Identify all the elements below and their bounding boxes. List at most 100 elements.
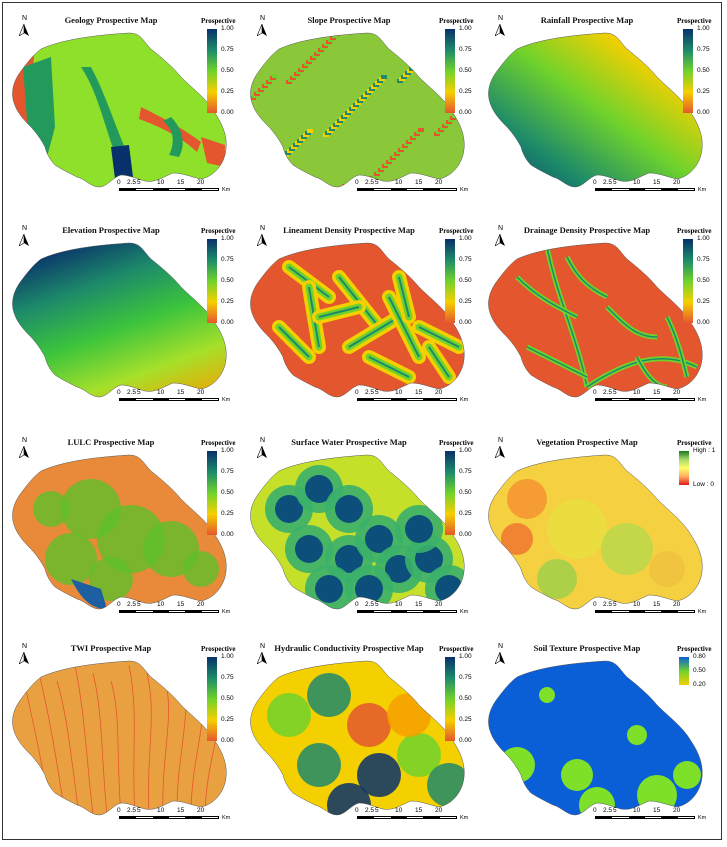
scale-label: 2.5 [365, 601, 375, 608]
scale-bar: 0 2.5 5 10 15 20 Km [593, 601, 715, 621]
scale-bar: 0 2.5 5 10 15 20 Km [117, 807, 239, 827]
scale-label: 0 [593, 389, 597, 396]
scale-ruler [357, 398, 457, 401]
north-label: N [260, 643, 266, 650]
scale-label: 5 [375, 807, 379, 814]
legend-tick-label: 0.75 [221, 46, 234, 53]
scale-label: 5 [613, 389, 617, 396]
scale-label: 0 [593, 807, 597, 814]
legend-tick-label: 0.50 [459, 67, 472, 74]
prospective-map [487, 449, 703, 616]
scale-bar: 0 2.5 5 10 15 20 Km [593, 389, 715, 409]
legend-title: Prospective [201, 17, 236, 25]
scale-unit: Km [222, 397, 231, 403]
legend-tick-label: 0.75 [459, 674, 472, 681]
legend: Prospective 0.80 0.50 0.20 [677, 645, 721, 749]
scale-label: 2.5 [365, 389, 375, 396]
legend-tick-label: 0.50 [459, 695, 472, 702]
scale-label: 15 [415, 179, 423, 186]
scale-label: 2.5 [127, 179, 137, 186]
scale-label: 15 [415, 601, 423, 608]
scale-label: 5 [375, 179, 379, 186]
legend-title: Prospective [677, 439, 712, 447]
legend-tick-label: 0.75 [459, 256, 472, 263]
scale-label: 15 [177, 601, 185, 608]
legend-tick-label: 0.50 [221, 67, 234, 74]
scale-label: 0 [593, 601, 597, 608]
north-arrow-icon: N [495, 437, 509, 459]
map-panel: Elevation Prospective Map N Prospective 1.0… [11, 219, 245, 423]
north-arrow-icon: N [495, 225, 509, 247]
scale-label: 0 [355, 807, 359, 814]
scale-ruler [357, 610, 457, 613]
legend-tick-label: 0.80 [693, 653, 706, 660]
panel-title: Slope Prospective Map [307, 15, 391, 25]
panel-title: Drainage Density Prospective Map [523, 225, 651, 235]
legend: Prospective 1.00 0.75 0.50 0.25 0.00 [439, 17, 483, 121]
panel-title: Lineament Density Prospective Map [283, 225, 415, 235]
north-label: N [260, 437, 266, 444]
scale-label: 20 [197, 601, 205, 608]
map-panel: Vegetation Prospective Map N Prospective Hi… [487, 431, 721, 635]
scale-label: 5 [613, 601, 617, 608]
scale-unit: Km [698, 815, 707, 821]
legend-tick-label: 0.25 [221, 510, 234, 517]
legend-title: Prospective [439, 645, 474, 653]
legend-color-bar [683, 239, 693, 323]
scale-label: 15 [415, 807, 423, 814]
scale-bar: 0 2.5 5 10 15 20 Km [117, 389, 239, 409]
legend-tick-label: 0.00 [459, 109, 472, 116]
legend-tick-label: 1.00 [221, 235, 234, 242]
scale-label: 20 [673, 389, 681, 396]
legend-tick-label: 0.20 [693, 681, 706, 688]
legend-tick-label: 0.50 [697, 67, 710, 74]
prospective-map [249, 655, 465, 822]
scale-unit: Km [460, 187, 469, 193]
scale-label: 0 [593, 179, 597, 186]
prospective-map [11, 655, 227, 822]
legend-color-bar [445, 239, 455, 323]
scale-label: 2.5 [365, 179, 375, 186]
scale-unit: Km [222, 815, 231, 821]
prospective-map [249, 237, 465, 404]
legend: Prospective 1.00 0.75 0.50 0.25 0.00 [201, 17, 245, 121]
scale-label: 15 [177, 179, 185, 186]
legend-tick-label: 0.25 [459, 510, 472, 517]
scale-label: 10 [157, 389, 165, 396]
legend-tick-label: 0.75 [221, 674, 234, 681]
map-panel: Drainage Density Prospective Map N Prospec… [487, 219, 721, 423]
legend-tick-label: Low : 0 [693, 481, 714, 488]
legend-title: Prospective [677, 17, 712, 25]
legend-tick-label: 0.00 [459, 319, 472, 326]
scale-unit: Km [460, 815, 469, 821]
scale-label: 20 [435, 807, 443, 814]
scale-bar: 0 2.5 5 10 15 20 Km [355, 389, 477, 409]
scale-bar: 0 2.5 5 10 15 20 Km [355, 601, 477, 621]
scale-label: 5 [613, 179, 617, 186]
map-panel: LULC Prospective Map N Prospective 1.00 0.75… [11, 431, 245, 635]
north-arrow-icon: N [495, 643, 509, 665]
scale-bar: 0 2.5 5 10 15 20 Km [117, 601, 239, 621]
legend-title: Prospective [677, 227, 712, 235]
panel-title: TWI Prospective Map [70, 643, 152, 653]
scale-label: 10 [395, 601, 403, 608]
legend-color-bar [207, 29, 217, 113]
panel-title: Rainfall Prospective Map [540, 15, 634, 25]
panel-title: LULC Prospective Map [67, 437, 155, 447]
north-label: N [498, 437, 504, 444]
legend-tick-label: 1.00 [697, 235, 710, 242]
scale-label: 2.5 [603, 389, 613, 396]
legend-tick-label: 0.50 [221, 277, 234, 284]
scale-label: 20 [197, 389, 205, 396]
legend-tick-label: 0.00 [221, 737, 234, 744]
scale-label: 15 [177, 389, 185, 396]
legend-tick-label: 0.25 [221, 298, 234, 305]
north-arrow-icon: N [19, 643, 33, 665]
north-arrow-icon: N [19, 15, 33, 37]
legend-tick-label: 0.25 [459, 298, 472, 305]
scale-ruler [595, 398, 695, 401]
scale-label: 2.5 [127, 807, 137, 814]
scale-label: 0 [355, 601, 359, 608]
scale-label: 10 [395, 179, 403, 186]
north-label: N [22, 15, 28, 22]
